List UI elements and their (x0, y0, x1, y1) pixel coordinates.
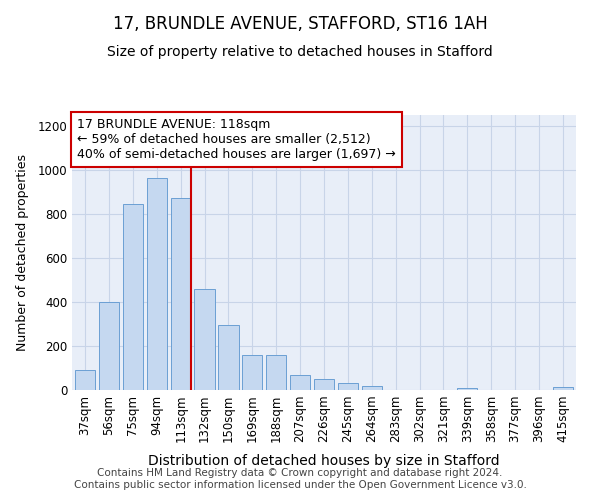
Bar (146, 178, 167, 390)
Bar (457, 388, 478, 390)
Bar (553, 386, 573, 390)
Bar (290, 374, 310, 390)
Text: 17, BRUNDLE AVENUE, STAFFORD, ST16 1AH: 17, BRUNDLE AVENUE, STAFFORD, ST16 1AH (113, 15, 487, 33)
Bar (266, 355, 286, 390)
Bar (242, 355, 262, 390)
Bar (170, 198, 191, 390)
Bar (338, 383, 358, 390)
Bar (218, 325, 239, 390)
Bar (362, 386, 382, 390)
Text: Size of property relative to detached houses in Stafford: Size of property relative to detached ho… (107, 45, 493, 59)
Bar (75, 370, 95, 390)
Bar (314, 379, 334, 390)
Y-axis label: Number of detached properties: Number of detached properties (16, 154, 29, 351)
Bar (194, 289, 215, 390)
Bar (99, 302, 119, 390)
Bar (123, 204, 143, 390)
X-axis label: Distribution of detached houses by size in Stafford: Distribution of detached houses by size … (148, 454, 500, 468)
Text: 17 BRUNDLE AVENUE: 118sqm
← 59% of detached houses are smaller (2,512)
40% of se: 17 BRUNDLE AVENUE: 118sqm ← 59% of detac… (77, 118, 396, 161)
Text: Contains HM Land Registry data © Crown copyright and database right 2024.
Contai: Contains HM Land Registry data © Crown c… (74, 468, 526, 490)
